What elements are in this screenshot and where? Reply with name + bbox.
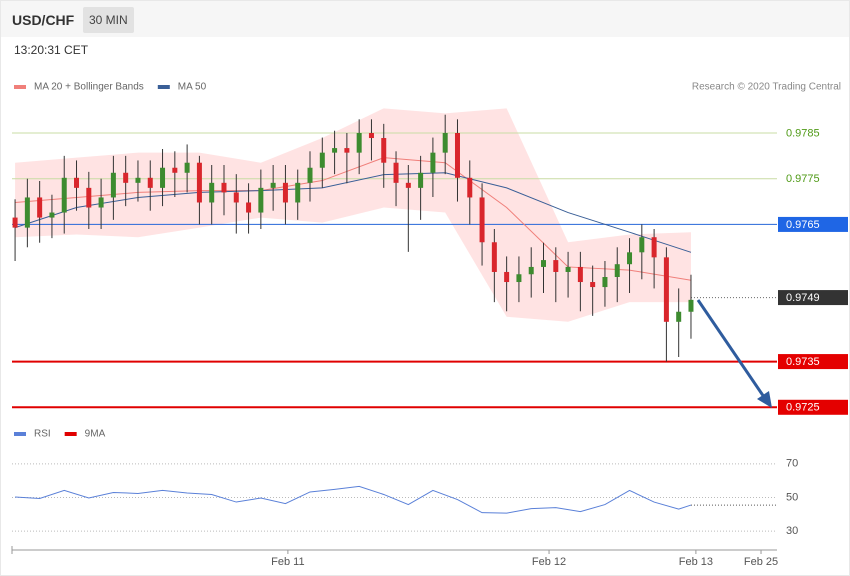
bollinger-band [15, 108, 691, 322]
candle-body [196, 162, 202, 203]
candle-body [332, 148, 338, 153]
candle-body [381, 138, 387, 163]
candle-body [135, 177, 141, 183]
candle-body [172, 167, 178, 173]
candle-body [356, 133, 362, 153]
candle-body [319, 152, 325, 168]
level-label-box [778, 399, 848, 415]
candle-body [123, 172, 129, 183]
legend-label: MA 20 + Bollinger Bands [34, 82, 144, 93]
candle-body [221, 182, 227, 193]
forecast-arrowhead [757, 391, 772, 408]
level-label: 0.9765 [786, 219, 820, 231]
candle-body [246, 202, 252, 213]
candle-body [553, 260, 559, 272]
candle-body [344, 148, 350, 153]
y-tick-label: 30 [786, 525, 798, 537]
candle-body [442, 133, 448, 153]
candle-body [418, 172, 424, 188]
candle-body [258, 187, 264, 213]
candle-body [491, 242, 497, 272]
candle-body [663, 257, 669, 322]
candle-body [565, 266, 571, 272]
symbol: USD/CHF [12, 12, 75, 28]
x-tick-label: Feb 25 [744, 556, 778, 568]
candle-body [688, 299, 694, 312]
candle-body [12, 217, 18, 228]
candle-body [98, 197, 104, 208]
candle-body [393, 162, 399, 183]
level-label: 0.9735 [786, 356, 820, 368]
candle-body [405, 182, 411, 188]
candle-body [614, 264, 620, 277]
candle-body [430, 152, 436, 173]
level-label-box [778, 354, 848, 370]
candle-body [467, 177, 473, 198]
candle-body [541, 260, 547, 267]
candle-body [37, 197, 43, 218]
candle-body [184, 162, 190, 173]
legend-swatch [14, 85, 26, 89]
x-tick-label: Feb 12 [532, 556, 566, 568]
toolbar: USD/CHF 30 MIN [1, 1, 849, 37]
candle-body [160, 167, 166, 188]
legend-label: MA 50 [178, 82, 207, 93]
legend-swatch [64, 432, 77, 436]
candle-body [233, 192, 239, 203]
candle-body [209, 182, 215, 203]
credit: Research © 2020 Trading Central [692, 82, 841, 93]
level-label: 0.9775 [786, 173, 820, 185]
rsi-line [15, 485, 692, 514]
candle-body [454, 133, 460, 178]
y-tick-label: 50 [786, 491, 798, 503]
candle-body [639, 237, 645, 253]
candle-body [577, 266, 583, 283]
candle-body [282, 182, 288, 203]
timeframe-button[interactable]: 30 MIN [83, 7, 134, 33]
candle-body [676, 311, 682, 322]
level-label-box [778, 216, 848, 232]
legend-label: 9MA [85, 429, 106, 440]
level-label: 0.9725 [786, 402, 820, 414]
candle-body [602, 277, 608, 288]
candle-body [307, 167, 313, 183]
x-tick-label: Feb 11 [271, 556, 304, 568]
candle-body [61, 177, 67, 213]
candle-body [368, 133, 374, 139]
candle-body [24, 197, 30, 228]
ma-line [14, 172, 692, 253]
level-label: 0.9785 [786, 127, 820, 139]
candle-body [49, 212, 55, 218]
y-tick-label: 70 [786, 458, 798, 470]
legend-swatch [14, 432, 26, 436]
level-label-box [778, 290, 848, 306]
candle-body [590, 282, 596, 288]
candle-body [528, 266, 534, 275]
candle-body [110, 172, 116, 198]
candle-body [295, 182, 301, 203]
forecast-arrow [696, 299, 766, 398]
candle-body [147, 177, 153, 188]
candle-body [270, 182, 276, 188]
level-label: 0.9749 [786, 292, 820, 304]
legend-swatch [157, 85, 170, 89]
candle-body [516, 274, 522, 283]
candle-body [86, 187, 92, 208]
candle-body [651, 237, 657, 258]
candle-body [504, 271, 510, 283]
x-tick-label: Feb 13 [679, 556, 713, 568]
clock: 13:20:31 CET [14, 43, 89, 57]
legend-label: RSI [34, 429, 51, 440]
candle-body [74, 177, 80, 188]
candle-body [627, 252, 633, 265]
candle-body [479, 197, 485, 243]
